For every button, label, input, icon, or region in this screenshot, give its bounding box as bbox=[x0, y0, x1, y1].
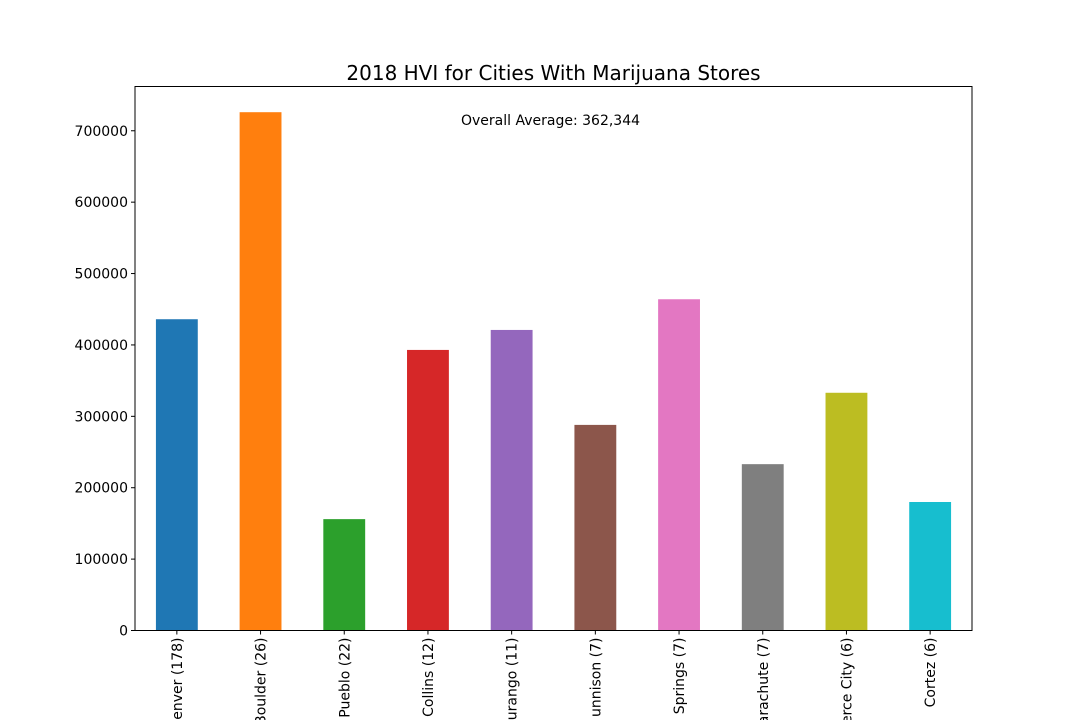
chart-title: 2018 HVI for Cities With Marijuana Store… bbox=[346, 61, 760, 85]
x-tick-label-1: Boulder (26) bbox=[254, 638, 270, 720]
bar-5 bbox=[574, 424, 617, 631]
y-tick-label-5: 500000 bbox=[75, 267, 128, 283]
bar-9 bbox=[909, 501, 952, 631]
plot-frame bbox=[134, 86, 973, 631]
x-tick-label-4: urango (11) bbox=[505, 638, 521, 720]
x-tick-label-8: erce City (6) bbox=[839, 638, 855, 720]
y-tick-label-1: 100000 bbox=[75, 552, 128, 568]
y-tick-label-0: 0 bbox=[119, 624, 128, 640]
y-axis: 0 100000 200000 300000 400000 500000 600000 700… bbox=[75, 124, 135, 640]
bar-2 bbox=[323, 519, 366, 631]
bar-6 bbox=[658, 299, 700, 631]
x-tick-label-5: unnison (7) bbox=[588, 638, 604, 718]
x-axis: enver (178) Boulder (26) Pueblo (22) Collin… bbox=[170, 630, 939, 720]
x-tick-label-9: Cortez (6) bbox=[923, 638, 939, 708]
y-tick-label-3: 300000 bbox=[75, 409, 128, 425]
y-tick-label-6: 600000 bbox=[75, 195, 128, 211]
y-tick-label-4: 400000 bbox=[75, 338, 128, 354]
bar-0 bbox=[155, 319, 198, 631]
x-tick-label-2: Pueblo (22) bbox=[337, 638, 353, 718]
x-tick-label-3: Collins (12) bbox=[421, 638, 437, 717]
x-tick-label-0: enver (178) bbox=[170, 638, 186, 720]
x-tick-label-7: arachute (7) bbox=[756, 638, 772, 720]
y-tick-label-2: 200000 bbox=[75, 481, 128, 497]
x-tick-label-6: Springs (7) bbox=[672, 638, 688, 715]
plot-area bbox=[155, 112, 952, 631]
average-annotation: Overall Average: 362,344 bbox=[461, 113, 640, 129]
bar-8 bbox=[825, 392, 868, 631]
bar-7 bbox=[741, 464, 784, 631]
bar-3 bbox=[407, 349, 449, 631]
bar-1 bbox=[239, 112, 282, 631]
y-tick-label-7: 700000 bbox=[75, 124, 128, 140]
bar-4 bbox=[490, 329, 533, 631]
